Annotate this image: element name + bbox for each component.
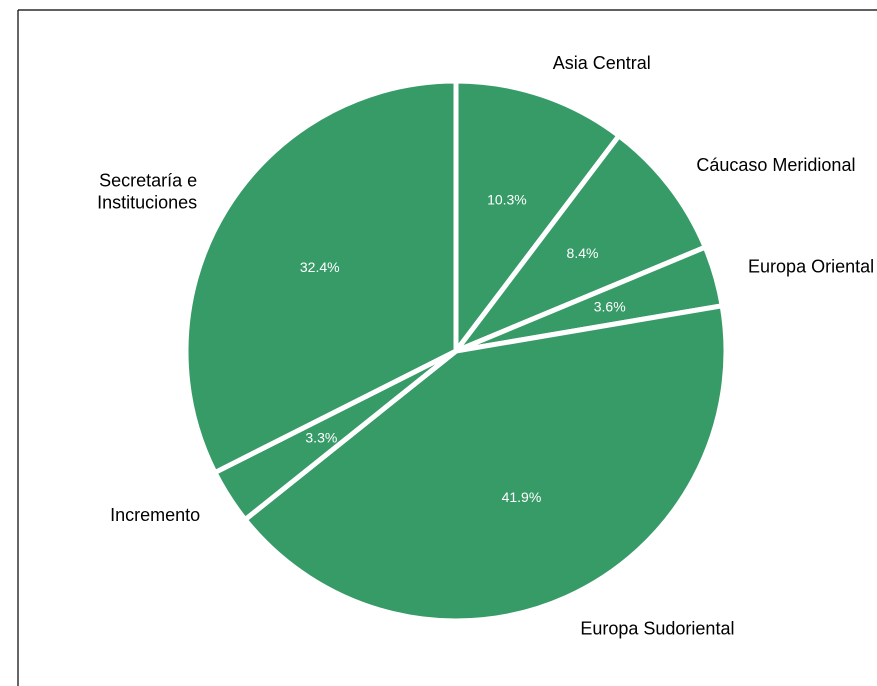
pie-slices: [183, 78, 729, 624]
category-labels: Asia Central Cáucaso Meridional Europa Ori…: [97, 53, 874, 639]
category-label-europa-sudoriental: Europa Sudoriental: [580, 618, 734, 638]
percent-label-caucaso-meridional: 8.4%: [567, 245, 599, 261]
percent-label-incremento: 3.3%: [305, 429, 337, 445]
category-label-europa-oriental: Europa Oriental: [748, 257, 874, 277]
slice-europa-sudoriental: [241, 302, 729, 624]
slice-secretaria-e-instituciones: [183, 78, 459, 476]
percent-label-europa-oriental: 3.6%: [594, 299, 626, 315]
slice-asia-central: [453, 78, 623, 359]
category-label-incremento: Incremento: [110, 505, 200, 525]
percent-label-europa-sudoriental: 41.9%: [502, 489, 542, 505]
slice-caucaso-meridional: [448, 132, 709, 357]
category-label-caucaso-meridional: Cáucaso Meridional: [696, 155, 855, 175]
category-label-asia-central: Asia Central: [553, 53, 651, 73]
category-label-secretaria-e-instituciones: Secretaría e Instituciones: [97, 171, 197, 213]
percent-labels: 10.3% 8.4% 3.6% 41.9% 3.3% 32.4%: [300, 191, 626, 505]
percent-label-asia-central: 10.3%: [487, 191, 527, 207]
percent-label-secretaria-e-instituciones: 32.4%: [300, 259, 340, 275]
